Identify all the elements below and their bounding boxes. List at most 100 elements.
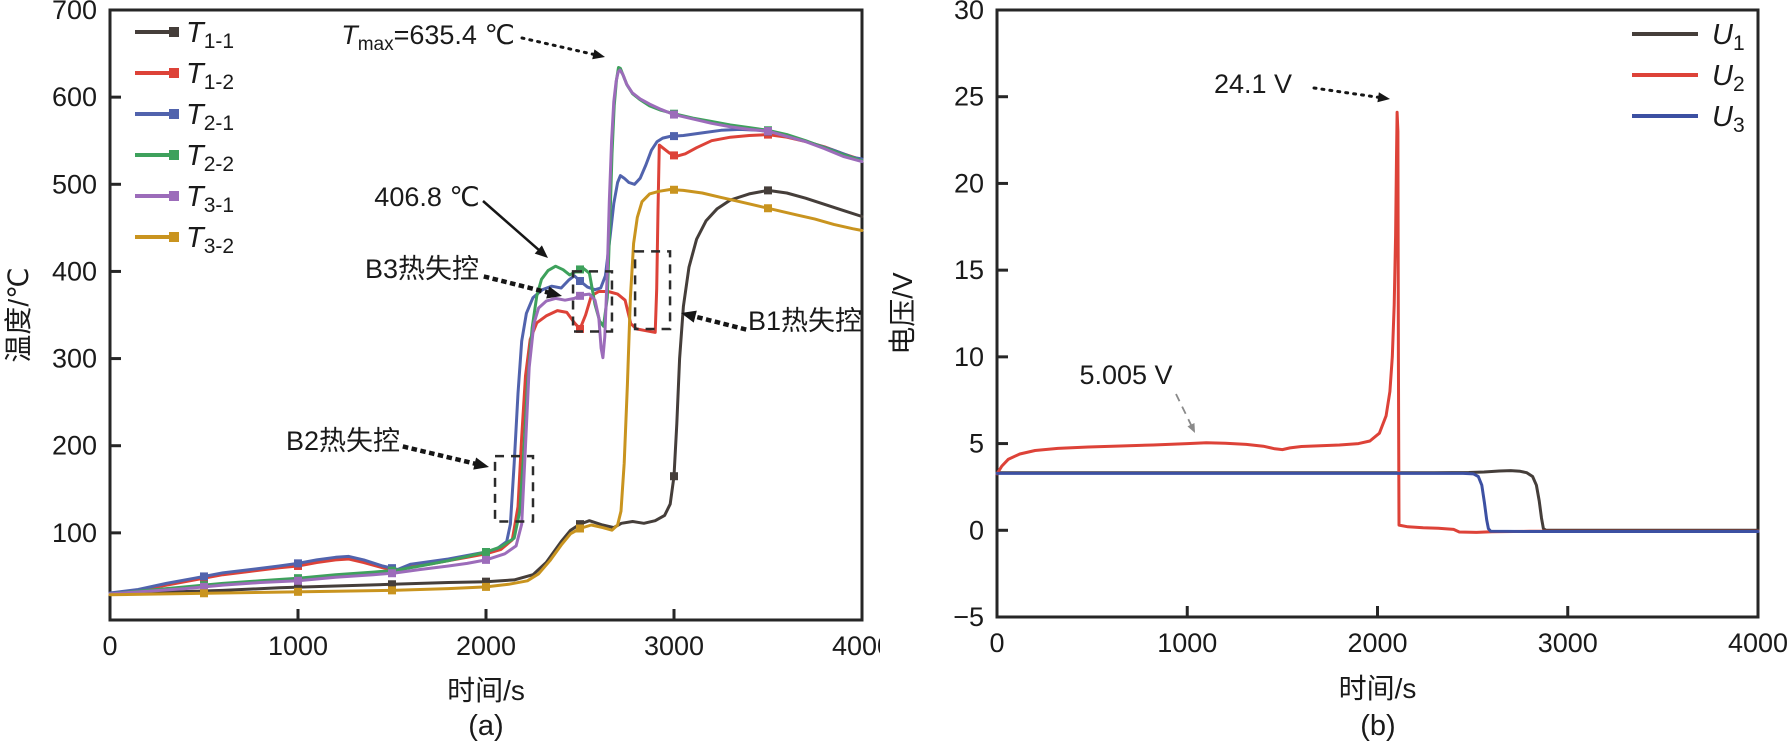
- annotation-arrowhead: [1377, 92, 1390, 103]
- series-U3-line: [995, 471, 1760, 533]
- annotation-arrow: [1175, 393, 1194, 429]
- legend-item-T3-1: T3-1: [135, 181, 234, 217]
- series-T3-1-marker: [388, 569, 396, 578]
- runaway-box-B3: [571, 270, 614, 333]
- legend-marker-T2-2: [169, 150, 179, 160]
- series-T3-2-marker: [294, 587, 302, 596]
- axis-ticks: 0 1000 2000 3000 4000 100 200 300 400 500 600 700: [52, 0, 880, 661]
- x-tick-label: 1000: [268, 631, 328, 661]
- legend-marker-T1-1: [169, 27, 179, 37]
- series-T3-2-marker: [576, 524, 584, 533]
- x-tick-label: 3000: [644, 631, 704, 661]
- series-T3-2-marker: [482, 582, 490, 591]
- series-T1-2-line: [108, 133, 864, 596]
- x-tick-label: 0: [989, 628, 1004, 658]
- series-T3-1: [108, 68, 864, 596]
- series-T2-1-marker: [200, 572, 208, 581]
- annotation-arrow: [520, 36, 599, 57]
- x-tick-label: 4000: [1728, 628, 1787, 658]
- series-T3-1-marker: [576, 291, 584, 300]
- legend-item-U2: U2: [1632, 60, 1745, 96]
- series-T1-2-marker: [576, 324, 584, 333]
- annotation-arrowhead: [473, 457, 489, 470]
- series-T1-2-marker: [670, 151, 678, 160]
- annotation-b1-text: B1热失控: [748, 306, 862, 336]
- series-T2-1-marker: [576, 277, 584, 286]
- legend-item-T2-2: T2-2: [135, 140, 234, 176]
- y-axis-label: 温度/℃: [3, 267, 34, 362]
- legend-label-T1-1: T1-1: [186, 17, 234, 53]
- legend: U1 U2 U3: [1632, 19, 1745, 137]
- y-tick-label: 100: [52, 518, 97, 548]
- runaway-box-B2: [493, 454, 535, 523]
- y-tick-label: 25: [954, 82, 984, 112]
- x-tick-label: 1000: [1157, 628, 1217, 658]
- legend-marker-T3-1: [169, 191, 179, 201]
- y-tick-label: 400: [52, 256, 97, 286]
- series-U1-line: [995, 469, 1760, 532]
- x-tick-label: 3000: [1538, 628, 1598, 658]
- series-U2-line: [995, 110, 1760, 534]
- annotation-v5005-text: 5.005 V: [1079, 360, 1172, 390]
- panel-a-caption: (a): [468, 710, 504, 742]
- legend-item-T1-1: T1-1: [135, 17, 234, 53]
- series-T3-2-marker: [388, 586, 396, 595]
- y-tick-label: 20: [954, 168, 984, 198]
- annotation-arrowhead: [592, 49, 605, 60]
- y-tick-label: 500: [52, 169, 97, 199]
- x-tick-label: 4000: [832, 631, 880, 661]
- series-T3-1-marker: [482, 555, 490, 564]
- annotation-arrow: [1312, 86, 1384, 100]
- series-T3-1-marker: [764, 127, 772, 136]
- series-T3-1-marker: [200, 582, 208, 591]
- legend-marker-T2-1: [169, 109, 179, 119]
- legend-label-T1-2: T1-2: [186, 58, 234, 94]
- y-axis-label: 电压/V: [887, 272, 918, 355]
- series-U1: [995, 469, 1760, 532]
- series-group: [995, 110, 1760, 534]
- legend: T1-1 T1-2 T2-1 T2-2 T3-1 T3-2: [135, 17, 234, 258]
- annotation-arrow: [687, 312, 747, 332]
- series-T2-2-marker: [482, 548, 490, 557]
- legend-label-U2: U2: [1712, 60, 1745, 96]
- x-tick-label: 0: [102, 631, 117, 661]
- legend-marker-T3-2: [169, 232, 179, 242]
- series-T2-1-marker: [670, 132, 678, 141]
- x-tick-label: 2000: [456, 631, 516, 661]
- y-tick-label: 30: [954, 0, 984, 25]
- x-axis-label: 时间/s: [447, 675, 525, 706]
- series-T2-1-marker: [294, 559, 302, 568]
- annotation-tmax-text: Tmax=635.4 ℃: [341, 20, 515, 55]
- legend-label-T2-2: T2-2: [186, 140, 234, 176]
- legend-item-T2-1: T2-1: [135, 99, 234, 135]
- legend-item-U1: U1: [1632, 19, 1745, 55]
- y-tick-label: 10: [954, 342, 984, 372]
- series-T1-1-line: [108, 188, 864, 596]
- series-T3-1-marker: [294, 576, 302, 585]
- series-T3-2-marker: [764, 204, 772, 213]
- annotation-arrow: [483, 274, 556, 297]
- annotation-b2-text: B2热失控: [286, 426, 400, 456]
- annotation-arrow: [482, 200, 543, 254]
- legend-item-U3: U3: [1632, 101, 1745, 137]
- series-T3-1-line: [108, 68, 864, 596]
- y-tick-label: 600: [52, 82, 97, 112]
- series-T3-2-marker: [670, 185, 678, 194]
- y-tick-label: 200: [52, 431, 97, 461]
- y-tick-label: 300: [52, 344, 97, 374]
- legend-marker-T1-2: [169, 68, 179, 78]
- annotation-v241-text: 24.1 V: [1214, 69, 1292, 99]
- chart-a: 0 1000 2000 3000 4000 100 200 300 400 500 600 700 时间…: [3, 0, 880, 706]
- annotation-b3-text: B3热失控: [365, 254, 479, 284]
- y-tick-label: 15: [954, 255, 984, 285]
- legend-label-U3: U3: [1712, 101, 1745, 137]
- series-T1-1-marker: [576, 520, 584, 529]
- legend-label-T3-2: T3-2: [186, 222, 234, 258]
- y-tick-label: −5: [953, 602, 984, 632]
- series-T1-1-marker: [482, 577, 490, 586]
- x-axis-label: 时间/s: [1339, 673, 1417, 704]
- series-T2-1-line: [108, 127, 864, 595]
- annotation-arrowhead: [1187, 423, 1195, 433]
